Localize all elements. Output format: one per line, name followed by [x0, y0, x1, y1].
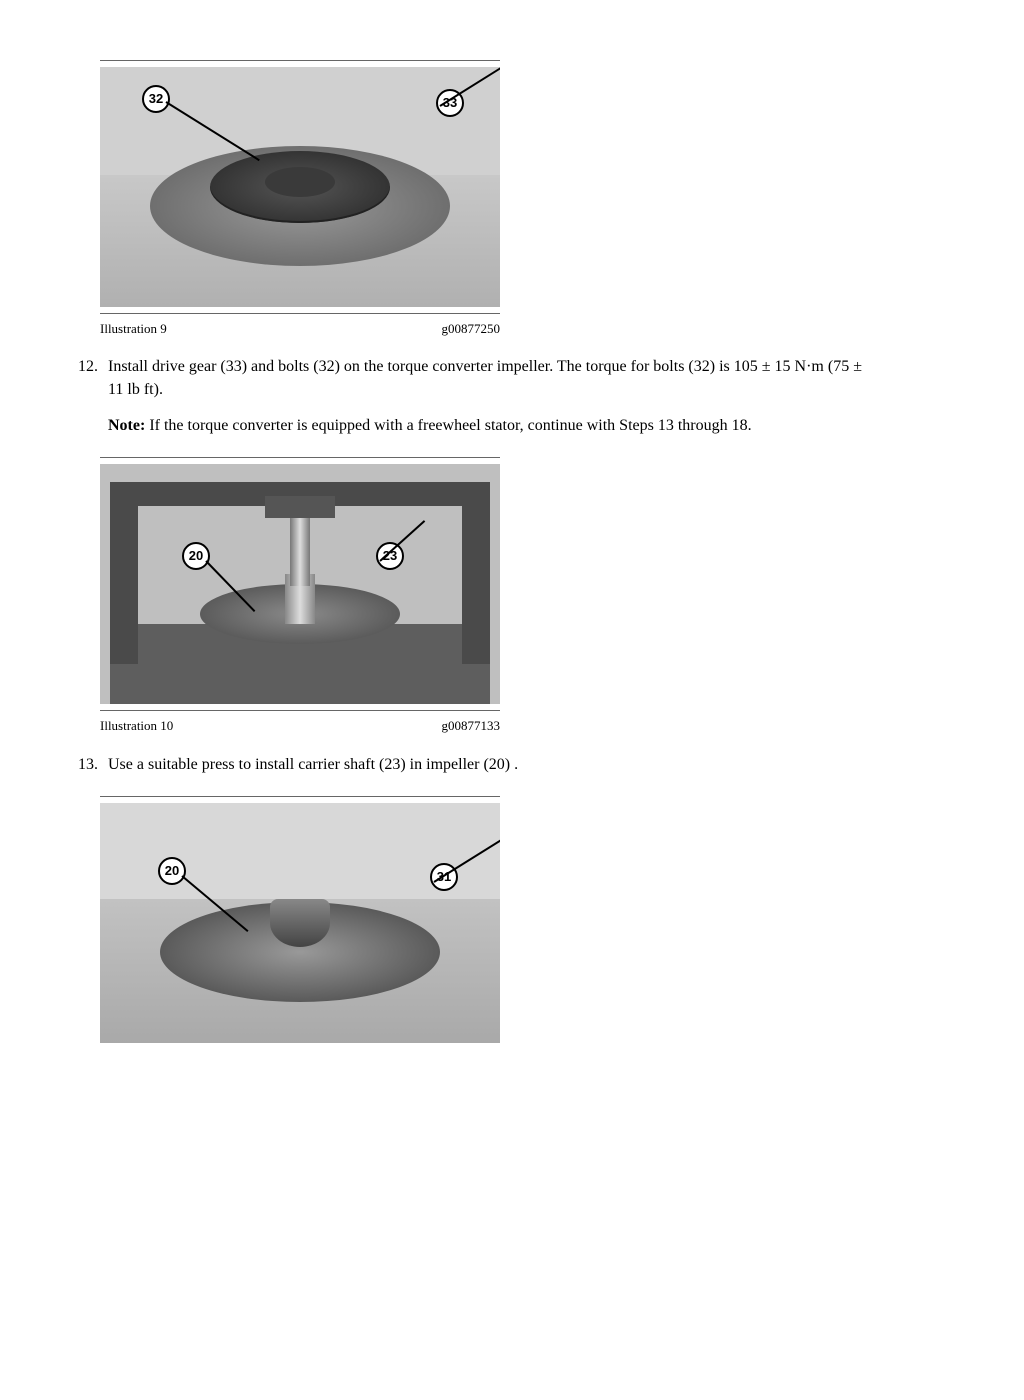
step-13: 13. Use a suitable press to install carr… — [60, 754, 880, 776]
step-12: 12. Install drive gear (33) and bolts (3… — [60, 356, 880, 437]
illustration-9-image: 32 33 — [100, 67, 500, 307]
illustration-9-block: 32 33 Illustration 9 g00877250 — [100, 60, 500, 338]
step-number: 13. — [60, 754, 108, 776]
press-ram — [290, 506, 310, 586]
note-label: Note: — [108, 417, 145, 434]
step-body: Install drive gear (33) and bolts (32) o… — [108, 356, 880, 437]
divider — [100, 457, 500, 458]
step-text: Install drive gear (33) and bolts (32) o… — [108, 358, 862, 397]
illustration-10-image: 20 23 — [100, 464, 500, 704]
step-body: Use a suitable press to install carrier … — [108, 754, 880, 776]
press-frame — [110, 482, 138, 664]
divider — [100, 60, 500, 61]
step-number: 12. — [60, 356, 108, 437]
step-12-note: Note: If the torque converter is equippe… — [108, 415, 880, 437]
hub — [265, 167, 335, 197]
callout-32: 32 — [142, 85, 170, 113]
divider — [100, 710, 500, 711]
illustration-code: g00877133 — [442, 717, 501, 735]
press-frame — [462, 482, 490, 664]
illustration-10-block: 20 23 Illustration 10 g00877133 — [100, 457, 500, 735]
illustration-label: Illustration 10 — [100, 717, 173, 735]
press-ram-head — [265, 496, 335, 518]
illustration-9-caption: Illustration 9 g00877250 — [100, 320, 500, 338]
illustration-11-block: 20 31 — [100, 796, 500, 1043]
illustration-10-caption: Illustration 10 g00877133 — [100, 717, 500, 735]
carrier-shaft-hub — [270, 899, 330, 947]
step-text: Use a suitable press to install carrier … — [108, 756, 518, 773]
divider — [100, 313, 500, 314]
leader-line — [439, 67, 500, 107]
illustration-code: g00877250 — [442, 320, 501, 338]
divider — [100, 796, 500, 797]
leader-line — [165, 101, 259, 161]
illustration-label: Illustration 9 — [100, 320, 167, 338]
callout-20: 20 — [158, 857, 186, 885]
note-text: If the torque converter is equipped with… — [145, 417, 751, 434]
illustration-11-image: 20 31 — [100, 803, 500, 1043]
